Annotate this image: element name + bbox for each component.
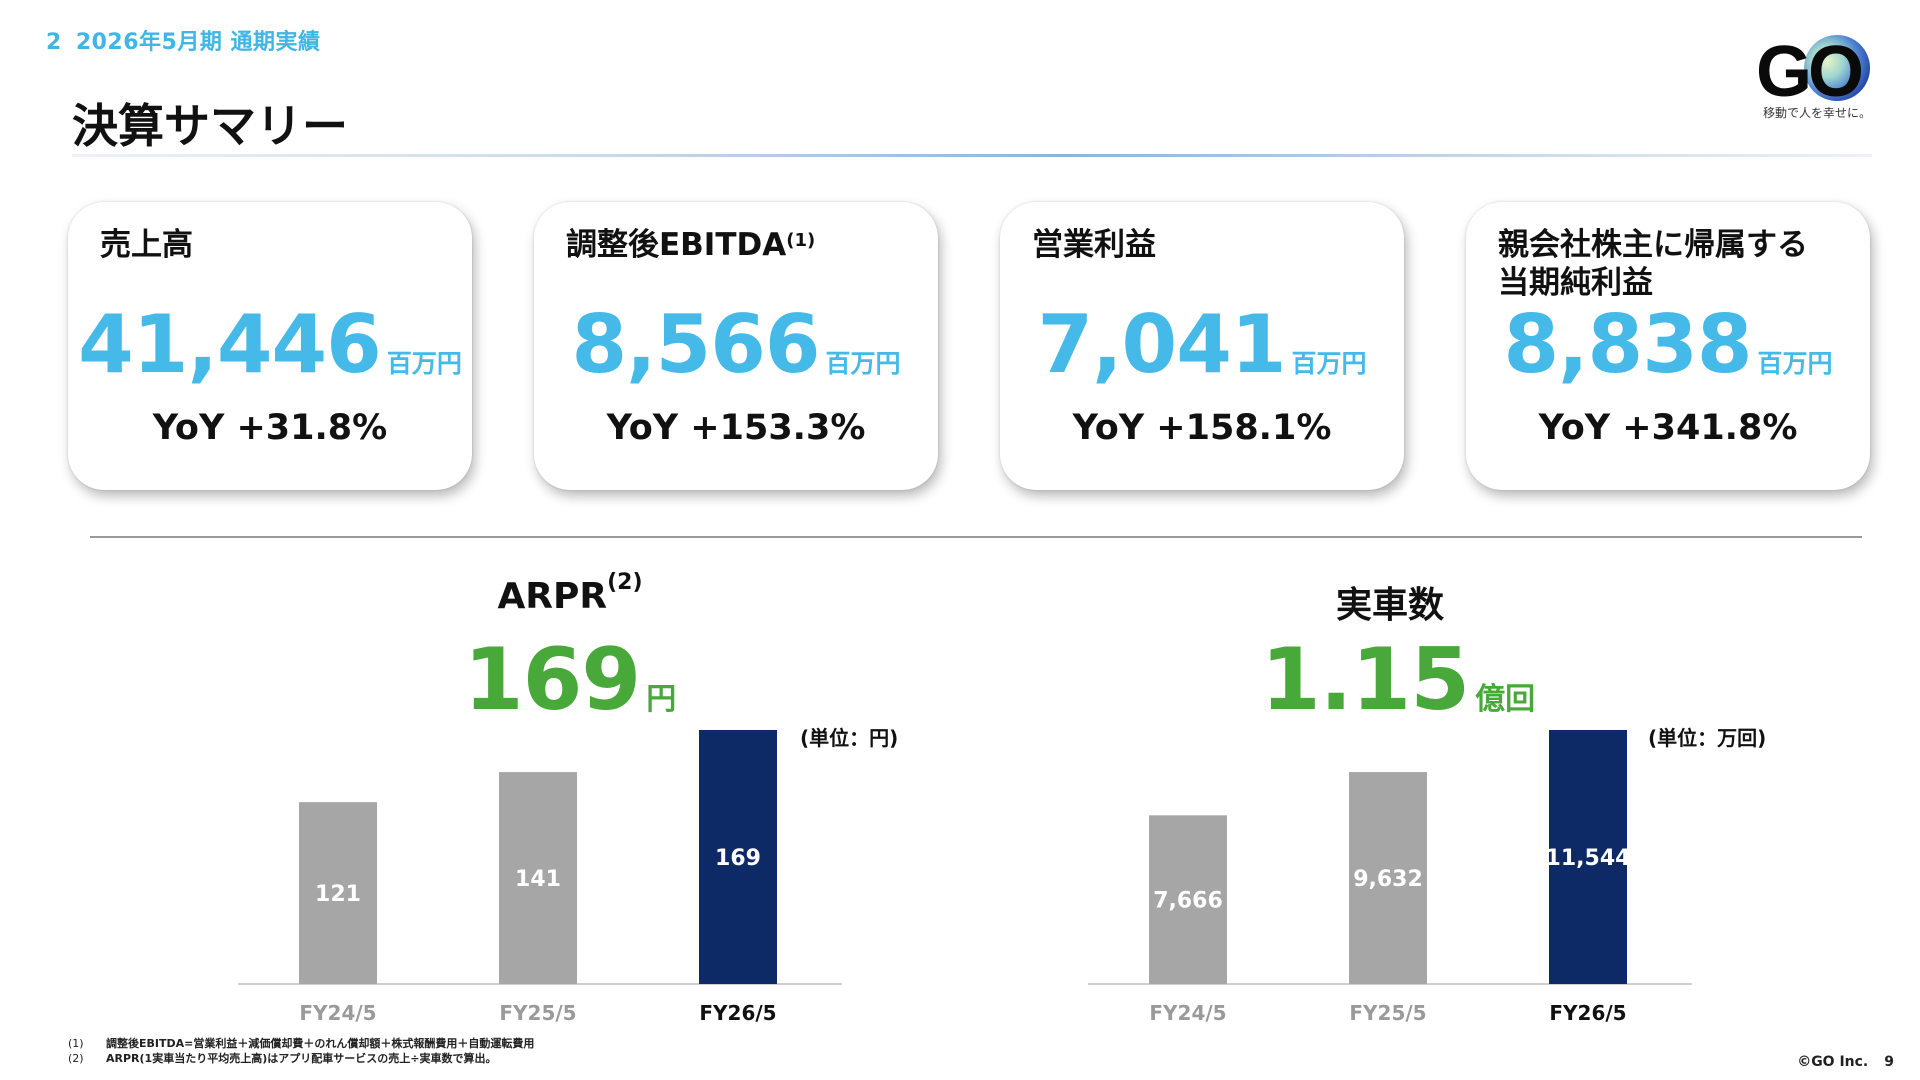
kpi-unit: 百万円 — [386, 349, 462, 378]
x-tick-label: FY26/5 — [699, 1001, 776, 1025]
bar-FY25/5 — [1349, 772, 1427, 984]
bar-value-label: 11,544 — [1546, 846, 1631, 871]
kpi-yoy: YoY +31.8% — [152, 408, 388, 448]
logo-orb — [1804, 35, 1870, 101]
kpi-value-row: 8,838 百万円 — [1466, 298, 1870, 391]
section-title: 2026年5月期 通期実績 — [75, 30, 321, 55]
bar-value-label: 121 — [315, 882, 361, 907]
x-tick-label: FY25/5 — [499, 1001, 576, 1025]
kpi-unit: 百万円 — [825, 349, 901, 378]
bar-value-label: 7,666 — [1153, 889, 1223, 914]
bar-FY26/5 — [1549, 730, 1627, 984]
kpi-value: 8,838 — [1503, 298, 1752, 391]
kpi-card-net-income: 親会社株主に帰属する 当期純利益 8,838 百万円 YoY +341.8% — [1466, 202, 1870, 490]
x-tick-label: FY24/5 — [1149, 1001, 1226, 1025]
section-number: 2 — [46, 30, 62, 55]
bar-FY26/5 — [699, 730, 777, 984]
chart-title-rides: 実車数 — [1335, 585, 1444, 626]
bar-value-label: 169 — [715, 846, 761, 871]
x-tick-label: FY24/5 — [299, 1001, 376, 1025]
logo-text: GO — [1756, 32, 1861, 112]
copyright: ©GO Inc. — [1797, 1054, 1869, 1070]
footnote-ref: (1) — [786, 230, 816, 251]
section-label: 2 2026年5月期 通期実績 — [46, 24, 321, 56]
unit-note: (単位：万回) — [1648, 726, 1767, 750]
footnote-1: (1) 調整後EBITDA=営業利益＋減価償却費＋のれん償却額＋株式報酬費用＋自動… — [68, 1037, 535, 1050]
arpr-bar-chart: 121 FY24/5 141 FY25/5 169 FY26/5 — [238, 730, 842, 1025]
page-title: 決算サマリー — [72, 99, 348, 153]
rides-headline: 1.15 億回 — [1208, 630, 1588, 730]
bar-FY24/5 — [299, 802, 377, 984]
kpi-title: 調整後EBITDA(1) — [566, 227, 816, 263]
kpi-yoy: YoY +153.3% — [606, 408, 866, 448]
kpi-card-revenue: 売上高 41,446 百万円 YoY +31.8% — [68, 202, 472, 490]
logo-tagline: 移動で人を幸せに。 — [1762, 106, 1871, 120]
bar-value-label: 141 — [515, 867, 561, 892]
headline-value: 169 — [463, 630, 642, 730]
footnotes: (1) 調整後EBITDA=営業利益＋減価償却費＋のれん償却額＋株式報酬費用＋自動… — [68, 1036, 534, 1066]
kpi-value-row: 8,566 百万円 — [534, 298, 938, 391]
kpi-card-adjusted-ebitda: 調整後EBITDA(1) 8,566 百万円 YoY +153.3% — [534, 202, 938, 490]
chart-title-arpr: ARPR(2) — [497, 570, 643, 617]
headline-unit: 億回 — [1475, 682, 1536, 717]
kpi-title: 親会社株主に帰属する 当期純利益 — [1498, 227, 1808, 301]
page-number: 9 — [1884, 1054, 1894, 1070]
section-divider — [90, 536, 1862, 538]
x-tick-label: FY26/5 — [1549, 1001, 1626, 1025]
kpi-value-row: 41,446 百万円 — [68, 298, 472, 391]
rides-bar-chart: 7,666 FY24/5 9,632 FY25/5 11,544 FY26/5 — [1088, 730, 1692, 1025]
footnote-2: (2) ARPR(1実車当たり平均売上高)はアプリ配車サービスの売上÷実車数で算出… — [68, 1052, 497, 1065]
kpi-value: 41,446 — [78, 298, 382, 391]
arpr-headline: 169 円 — [388, 630, 752, 730]
footnote-ref: (2) — [607, 570, 643, 595]
kpi-title: 営業利益 — [1032, 227, 1156, 263]
kpi-unit: 百万円 — [1291, 349, 1367, 378]
kpi-yoy: YoY +158.1% — [1072, 408, 1332, 448]
bar-FY25/5 — [499, 772, 577, 984]
title-divider — [72, 154, 1872, 157]
bar-value-label: 9,632 — [1353, 867, 1423, 892]
x-tick-label: FY25/5 — [1349, 1001, 1426, 1025]
kpi-unit: 百万円 — [1757, 349, 1833, 378]
bar-FY24/5 — [1149, 815, 1227, 984]
kpi-value: 7,041 — [1037, 298, 1286, 391]
kpi-value-row: 7,041 百万円 — [1000, 298, 1404, 391]
kpi-yoy: YoY +341.8% — [1538, 408, 1798, 448]
footer: ©GO Inc. 9 — [1797, 1054, 1894, 1070]
kpi-title: 売上高 — [100, 227, 193, 263]
kpi-value: 8,566 — [571, 298, 820, 391]
unit-note: (単位：円) — [800, 726, 899, 750]
headline-value: 1.15 — [1260, 630, 1470, 730]
headline-unit: 円 — [646, 682, 677, 717]
go-logo: GO — [1756, 32, 1870, 112]
kpi-card-operating-profit: 営業利益 7,041 百万円 YoY +158.1% — [1000, 202, 1404, 490]
